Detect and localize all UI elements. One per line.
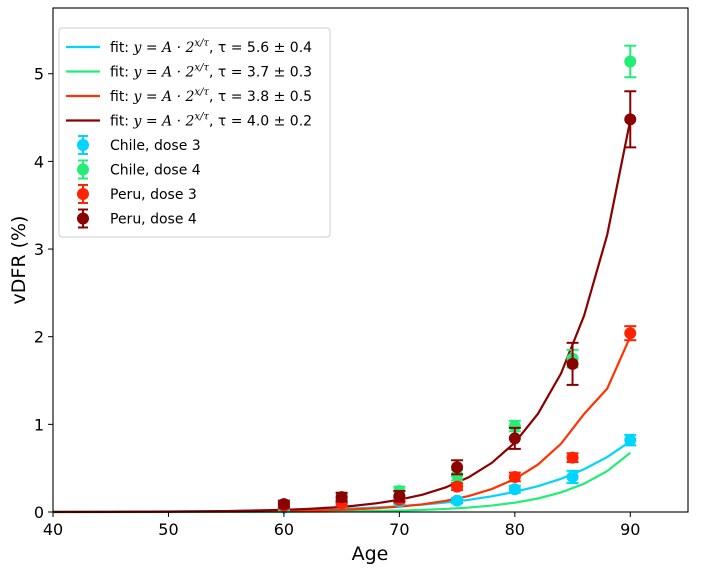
data-marker (393, 490, 406, 503)
legend-fit-label: fit: y = A · 2x/τ, τ = 3.7 ± 0.3 (110, 63, 312, 81)
plot-frame (52, 7, 689, 513)
legend-series-label: Peru, dose 4 (110, 212, 197, 228)
data-marker (624, 55, 637, 68)
data-marker (335, 491, 348, 504)
x-tick-label: 60 (274, 520, 294, 539)
x-tick-label: 40 (43, 520, 63, 539)
series-1-point (451, 494, 464, 507)
series-2-point (624, 44, 637, 79)
fit-line-4 (52, 119, 632, 514)
series-4-point (508, 426, 521, 450)
data-marker (624, 327, 637, 340)
x-axis-label: Age (352, 543, 389, 565)
series-4-point (566, 341, 579, 386)
legend-series-label: Peru, dose 3 (110, 187, 197, 203)
data-marker (508, 432, 521, 445)
x-tick-label: 70 (389, 520, 409, 539)
legend-box (58, 27, 331, 238)
series-4-point (335, 491, 348, 504)
y-tick-label: 3 (34, 240, 44, 259)
data-marker (451, 480, 464, 493)
legend-fit-label: fit: y = A · 2x/τ, τ = 5.6 ± 0.4 (110, 38, 312, 56)
data-marker (566, 451, 579, 464)
data-marker (624, 434, 637, 447)
y-tick-label: 1 (34, 415, 44, 434)
x-tick-label: 50 (158, 520, 178, 539)
y-axis-label: vDFR (%) (8, 216, 30, 305)
legend-marker (77, 212, 89, 225)
series-3-point (508, 470, 521, 483)
series-3-point (624, 325, 637, 342)
series-1-point (566, 469, 579, 485)
legend-series-entry: Peru, dose 4 (77, 208, 197, 229)
data-marker (451, 494, 464, 507)
x-tick-label: 80 (505, 520, 525, 539)
series-4-point (451, 459, 464, 476)
series-1-point (624, 433, 637, 447)
x-tick-label: 90 (620, 520, 640, 539)
y-tick-label: 2 (34, 328, 44, 347)
y-tick-label: 0 (34, 503, 44, 522)
series-4-point (393, 489, 406, 503)
data-marker (277, 498, 290, 511)
x-axis-ticks: 40 50 60 70 80 90 (43, 512, 640, 539)
y-axis-ticks: 0 1 2 3 4 5 (34, 65, 53, 522)
legend-marker (77, 163, 89, 176)
data-points (277, 44, 637, 514)
legend-fit-label: fit: y = A · 2x/τ, τ = 3.8 ± 0.5 (110, 87, 312, 105)
series-3-point (451, 480, 464, 493)
legend-series-entry: Chile, dose 3 (77, 135, 201, 155)
legend-series-label: Chile, dose 4 (110, 163, 201, 179)
data-marker (566, 357, 579, 370)
y-tick-label: 4 (34, 152, 44, 171)
series-4-point (277, 498, 290, 511)
data-marker (508, 420, 521, 433)
legend: fit: y = A · 2x/τ, τ = 5.6 ± 0.4 fit: y =… (58, 27, 331, 238)
series-1-point (508, 483, 521, 496)
data-marker (624, 113, 637, 126)
data-marker (566, 470, 579, 483)
y-tick-label: 5 (34, 65, 44, 84)
legend-fit-label: fit: y = A · 2x/τ, τ = 4.0 ± 0.2 (110, 112, 312, 130)
data-marker (508, 483, 521, 496)
legend-marker (77, 139, 89, 151)
legend-series-label: Chile, dose 3 (110, 138, 201, 154)
series-3-point (566, 451, 579, 464)
legend-series-entry: Peru, dose 3 (77, 184, 197, 204)
data-marker (508, 470, 521, 483)
legend-marker (77, 188, 89, 200)
data-marker (451, 461, 464, 474)
series-4-point (624, 90, 637, 149)
legend-series-entry: Chile, dose 4 (77, 159, 201, 180)
